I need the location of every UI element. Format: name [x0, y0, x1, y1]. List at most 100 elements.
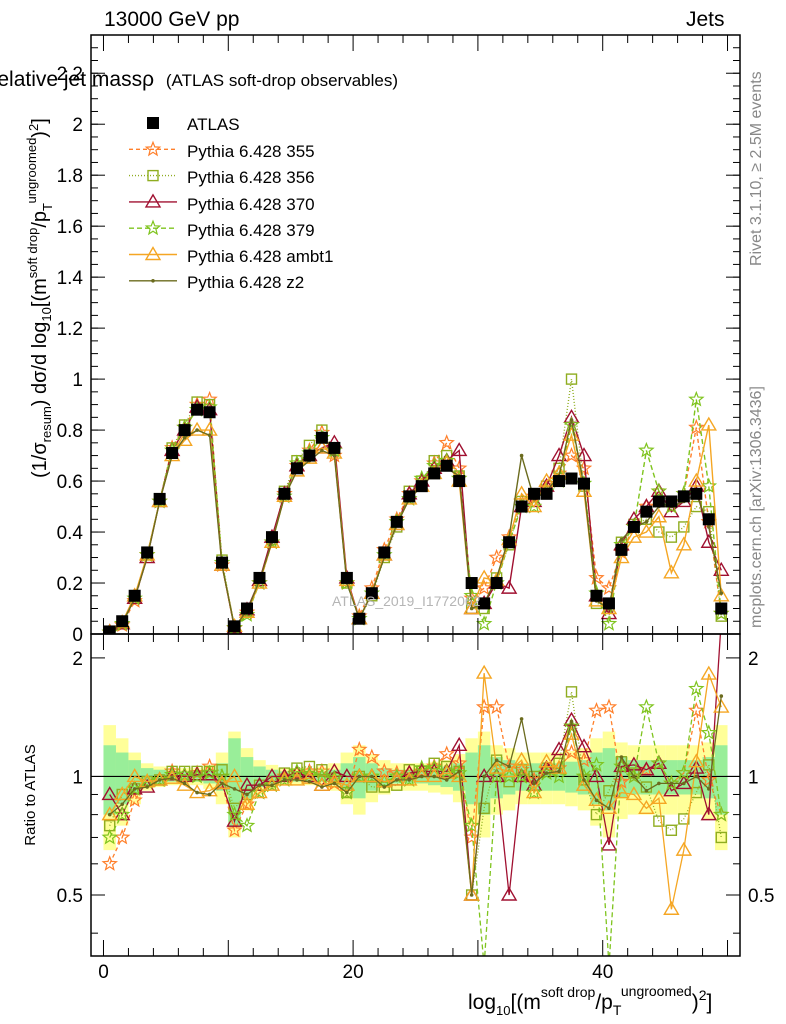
legend-label-0: ATLAS: [187, 115, 240, 134]
data-point: [665, 531, 678, 543]
data-point: [690, 487, 703, 500]
data-point: [678, 521, 690, 533]
ratio-point: [438, 764, 455, 779]
data-point: [378, 546, 391, 559]
ratio-point: [270, 783, 274, 788]
data-point: [315, 431, 328, 444]
legend-label-5: Pythia 6.428 ambt1: [187, 247, 333, 266]
ratio-point: [363, 768, 381, 783]
data-point: [563, 446, 580, 463]
ratio-point: [107, 812, 112, 817]
ratio-line: [109, 634, 722, 896]
data-point: [575, 447, 593, 462]
ratio-point: [151, 771, 168, 787]
data-point: [313, 439, 331, 454]
ratio-point: [563, 717, 580, 734]
ratio-point: [700, 724, 718, 740]
ratio-point: [653, 815, 665, 827]
ratio-point: [694, 774, 699, 779]
ratio-point: [513, 751, 530, 766]
stat-band-bin: [115, 752, 129, 805]
ratio-point: [370, 774, 374, 779]
ratio-point: [338, 768, 356, 783]
ratio-point: [226, 821, 243, 838]
ratio-y-tick-label: 1: [72, 767, 83, 788]
legend-label-3: Pythia 6.428 370: [187, 195, 315, 214]
ratio-point: [345, 790, 349, 795]
ratio-point: [482, 774, 486, 779]
watermark-label: ATLAS_2019_I1772062: [332, 593, 481, 609]
data-point: [153, 492, 166, 505]
data-point: [182, 435, 187, 440]
data-point: [575, 482, 593, 497]
ratio-point: [550, 741, 568, 756]
ratio-y-tick-label: 2: [748, 649, 759, 670]
y-tick-label: 1.6: [57, 217, 83, 238]
ratio-point: [351, 740, 368, 757]
ratio-plot-frame: [90, 633, 741, 957]
legend-marker: [144, 246, 162, 261]
data-point: [706, 525, 711, 529]
stat-band-bin: [103, 745, 116, 815]
ratio-point: [550, 767, 568, 784]
data-point: [128, 589, 141, 602]
ratio-point: [563, 711, 580, 726]
ratio-point: [163, 769, 181, 784]
ratio-point: [663, 900, 680, 915]
legend-label-6: Pythia 6.428 z2: [187, 273, 304, 292]
data-point: [677, 490, 690, 503]
data-point: [475, 569, 493, 584]
data-point: [488, 548, 505, 565]
ratio-point: [426, 768, 443, 783]
ratio-point: [650, 754, 668, 771]
data-point: [103, 625, 116, 634]
data-point: [166, 447, 179, 460]
data-point: [438, 434, 455, 450]
ratio-point: [145, 785, 149, 789]
ratio-point: [600, 799, 618, 815]
data-point: [700, 477, 718, 494]
data-point: [525, 497, 543, 514]
ratio-point: [316, 764, 328, 776]
data-point: [365, 587, 378, 600]
ratio-point: [625, 767, 643, 784]
ratio-point: [126, 768, 143, 783]
ratio-point: [563, 743, 580, 760]
data-point: [332, 453, 337, 458]
data-point: [290, 462, 303, 475]
y-tick-label: 0.8: [57, 421, 83, 442]
data-point: [228, 620, 241, 633]
ratio-point: [675, 775, 693, 790]
ratio-point: [341, 786, 353, 799]
chart-title: Relative jet massρ (ATLAS soft-drop obse…: [0, 68, 398, 91]
ratio-point: [663, 774, 680, 791]
data-point: [702, 513, 715, 526]
ratio-point: [500, 763, 518, 778]
data-point: [490, 577, 503, 590]
ratio-point: [638, 799, 655, 815]
ratio-point: [182, 781, 187, 786]
ratio-point: [712, 805, 730, 822]
ratio-point: [132, 787, 137, 791]
ratio-point: [688, 680, 705, 696]
ratio-point: [363, 748, 381, 765]
ratio-point: [307, 779, 312, 784]
ratio-point: [657, 781, 661, 786]
ratio-point: [538, 753, 555, 768]
data-point: [653, 526, 665, 538]
data-point: [403, 490, 416, 503]
data-point: [688, 390, 705, 407]
data-point: [519, 453, 524, 458]
data-point: [515, 500, 528, 513]
data-point: [141, 546, 154, 559]
y-tick-label: 0.6: [57, 472, 83, 493]
data-point: [638, 523, 655, 538]
ratio-point: [663, 782, 680, 797]
y-tick-label: 0: [72, 625, 83, 646]
ratio-point: [475, 664, 493, 679]
data-point: [176, 431, 193, 446]
ratio-point: [282, 778, 287, 782]
ratio-point: [201, 757, 218, 774]
data-point: [328, 441, 341, 454]
ratio-point: [575, 776, 593, 791]
